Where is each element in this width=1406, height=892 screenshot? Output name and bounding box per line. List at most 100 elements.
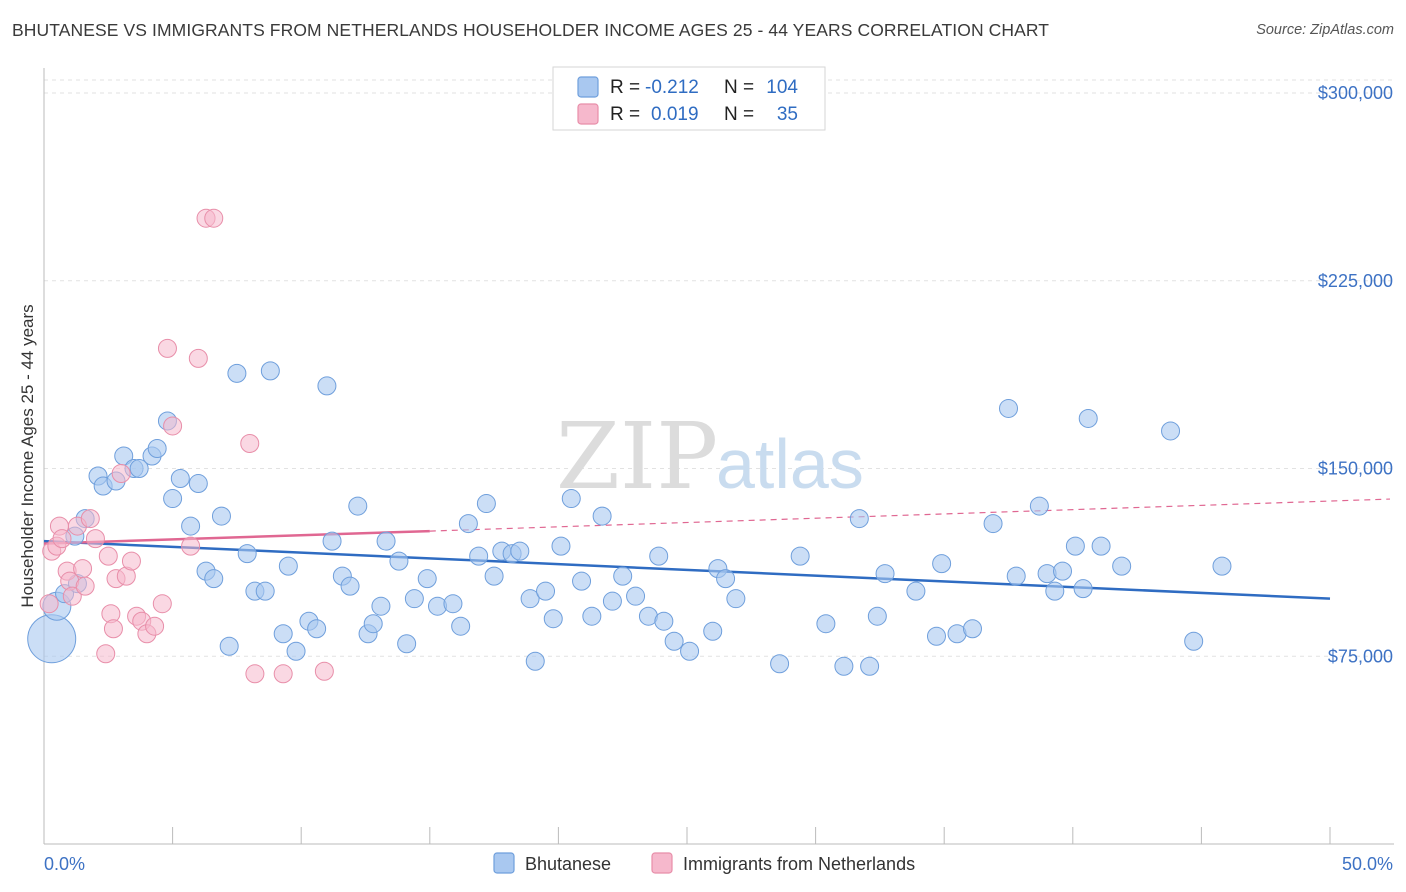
watermark: ZIP atlas (556, 403, 864, 510)
point-bhutanese (551, 536, 571, 556)
x-tick-labels: 0.0% 50.0% (44, 854, 1393, 874)
point-bhutanese (340, 576, 360, 596)
legend-r-label-1: R = (610, 77, 640, 98)
point-netherlands (188, 348, 208, 368)
point-bhutanese (867, 606, 887, 626)
point-bhutanese (1029, 496, 1049, 516)
legend-box (552, 66, 826, 131)
point-bhutanese (1065, 536, 1085, 556)
point-netherlands (39, 594, 59, 614)
legend: R = -0.212 N = 104 R = 0.019 N = 35 (552, 66, 826, 131)
legend-n-label-1: N = (724, 77, 754, 98)
point-bhutanese (572, 571, 592, 591)
point-bhutanese (476, 494, 496, 514)
point-bhutanese (1161, 421, 1181, 441)
point-bhutanese (875, 564, 895, 584)
point-bhutanese (726, 589, 746, 609)
y-tick-labels: $75,000 $150,000 $225,000 $300,000 (1318, 83, 1393, 666)
point-bhutanese (469, 546, 489, 566)
point-bhutanese (188, 474, 208, 494)
x-tick-label: 50.0% (1342, 854, 1393, 874)
point-bhutanese (654, 611, 674, 631)
point-bhutanese (649, 546, 669, 566)
point-bhutanese (219, 636, 239, 656)
point-netherlands (240, 433, 260, 453)
point-bhutanese (147, 438, 167, 458)
point-bhutanese (1112, 556, 1132, 576)
point-netherlands (85, 529, 105, 549)
point-bhutanese (932, 554, 952, 574)
legend-n-value-1: 104 (766, 77, 798, 98)
legend-swatch-bhutanese (577, 76, 599, 98)
point-bhutanese (376, 531, 396, 551)
point-bhutanese (363, 614, 383, 634)
point-bhutanese (397, 634, 417, 654)
point-bhutanese (389, 551, 409, 571)
point-bhutanese (371, 596, 391, 616)
point-bhutanese (962, 619, 982, 639)
point-netherlands (145, 616, 165, 636)
point-bhutanese (716, 569, 736, 589)
y-tick-label: $75,000 (1328, 646, 1393, 666)
point-bhutanese (664, 631, 684, 651)
point-bhutanese (451, 616, 471, 636)
point-netherlands (204, 208, 224, 228)
point-bhutanese (906, 581, 926, 601)
point-netherlands (111, 464, 131, 484)
point-bhutanese (417, 569, 437, 589)
y-tick-label: $150,000 (1318, 459, 1393, 479)
x-ticks (43, 827, 1331, 844)
point-bhutanese (255, 581, 275, 601)
point-netherlands (62, 586, 82, 606)
point-bhutanese (592, 506, 612, 526)
point-netherlands (181, 536, 201, 556)
point-netherlands (121, 551, 141, 571)
point-netherlands (96, 644, 116, 664)
watermark-atlas: atlas (716, 425, 864, 503)
point-netherlands (163, 416, 183, 436)
legend-n-label-2: N = (724, 104, 754, 125)
point-bhutanese (129, 459, 149, 479)
point-bhutanese (543, 609, 563, 629)
point-bhutanese (484, 566, 504, 586)
point-bhutanese (602, 591, 622, 611)
point-bhutanese (163, 489, 183, 509)
chart-title: BHUTANESE VS IMMIGRANTS FROM NETHERLANDS… (12, 20, 1050, 40)
data-points (27, 208, 1232, 684)
point-netherlands (245, 664, 265, 684)
point-bhutanese (278, 556, 298, 576)
point-bhutanese (181, 516, 201, 536)
legend-r-value-1: -0.212 (645, 77, 699, 98)
point-bhutanese (307, 619, 327, 639)
point-bhutanese (443, 594, 463, 614)
point-bhutanese (703, 621, 723, 641)
point-bhutanese (834, 656, 854, 676)
point-bhutanese (816, 614, 836, 634)
point-bhutanese (404, 589, 424, 609)
point-bhutanese (286, 641, 306, 661)
point-bhutanese (27, 614, 77, 664)
point-netherlands (52, 529, 72, 549)
bottom-legend: Bhutanese Immigrants from Netherlands (493, 852, 915, 874)
point-bhutanese (317, 376, 337, 396)
bottom-legend-swatch-bhutanese (493, 852, 515, 874)
point-bhutanese (520, 589, 540, 609)
point-netherlands (75, 576, 95, 596)
point-bhutanese (1184, 631, 1204, 651)
point-bhutanese (770, 654, 790, 674)
point-bhutanese (1053, 561, 1073, 581)
point-bhutanese (227, 363, 247, 383)
bottom-legend-label-netherlands: Immigrants from Netherlands (683, 854, 915, 874)
point-bhutanese (1091, 536, 1111, 556)
y-tick-label: $300,000 (1318, 83, 1393, 103)
point-netherlands (152, 594, 172, 614)
bottom-legend-swatch-netherlands (651, 852, 673, 874)
point-bhutanese (273, 624, 293, 644)
point-bhutanese (260, 361, 280, 381)
bottom-legend-label-bhutanese: Bhutanese (525, 854, 611, 874)
y-axis-label: Householder Income Ages 25 - 44 years (18, 304, 37, 607)
trend-line-netherlands (43, 529, 430, 545)
point-bhutanese (626, 586, 646, 606)
legend-r-label-2: R = (610, 104, 640, 125)
